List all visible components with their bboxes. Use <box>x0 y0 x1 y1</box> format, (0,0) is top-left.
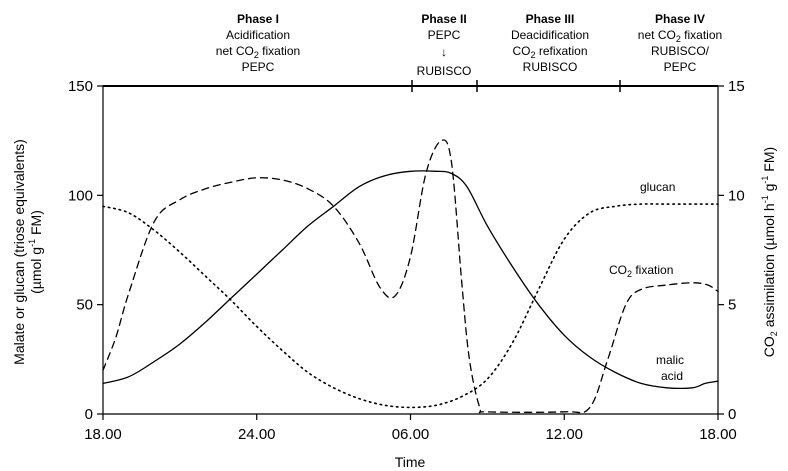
x-tick-label: 12.00 <box>545 426 583 443</box>
phase-3-label: Phase III Deacidification CO2 refixation… <box>511 12 589 74</box>
y-tick-label-right: 5 <box>728 297 736 314</box>
annotation-co2-fixation: CO2 fixation <box>609 263 673 279</box>
phase-1-line-3: PEPC <box>242 60 275 74</box>
plot-frame <box>102 80 719 415</box>
phase-1-line-2: net CO2 fixation <box>216 44 300 60</box>
phase-header: Phase I Acidification net CO2 fixation P… <box>216 12 722 78</box>
phase-4-line-1: net CO2 fixation <box>638 28 722 44</box>
phase-2-label: Phase II PEPC ↓ RUBISCO <box>417 12 472 78</box>
phase-1-name: Phase I <box>237 12 279 26</box>
y-axis-title-right: CO2 assimilation (µmol h-1 g-1 FM) <box>760 147 779 357</box>
axis-ticks: 18.00 24.00 06.00 12.00 18.00 0 50 100 150 0 5 10 15 <box>68 78 745 443</box>
y-axis-title-left-line-2: (µmol g-1 FM) <box>27 210 44 294</box>
phase-4-line-3: PEPC <box>664 60 697 74</box>
y-axis-title-left-line-1: Malate or glucan (triose equivalents) <box>11 139 27 365</box>
phase-3-line-2: CO2 refixation <box>512 44 587 60</box>
phase-1-line-1: Acidification <box>226 28 290 42</box>
annotation-malic-line-1: malic <box>656 353 684 367</box>
annotation-glucan: glucan <box>640 180 675 194</box>
x-axis-title: Time <box>395 454 426 470</box>
y-tick-label-left: 100 <box>68 187 93 204</box>
annotation-malic-line-2: acid <box>661 369 683 383</box>
phase-3-line-3: RUBISCO <box>523 60 578 74</box>
y-tick-label-left: 150 <box>68 78 93 95</box>
co-fixation-line <box>102 139 719 414</box>
phase-3-line-1: Deacidification <box>511 28 589 42</box>
x-tick-label: 24.00 <box>238 426 276 443</box>
y-axis-title-right-text: CO2 assimilation (µmol h-1 g-1 FM) <box>760 147 779 357</box>
y-tick-label-right: 0 <box>728 406 736 423</box>
y-tick-label-right: 10 <box>728 187 745 204</box>
x-tick-label: 06.00 <box>392 426 430 443</box>
phase-4-label: Phase IV net CO2 fixation RUBISCO/ PEPC <box>638 12 722 74</box>
phase-4-line-2: RUBISCO/ <box>651 44 710 58</box>
phase-3-name: Phase III <box>526 12 575 26</box>
glucan-line <box>102 203 719 409</box>
y-tick-label-left: 50 <box>76 297 93 314</box>
phase-2-line-1: PEPC <box>428 28 461 42</box>
phase-2-name: Phase II <box>421 12 466 26</box>
phase-2-arrow: ↓ <box>441 45 447 59</box>
phase-2-line-3: RUBISCO <box>417 64 472 78</box>
phase-4-name: Phase IV <box>655 12 705 26</box>
y-tick-label-right: 15 <box>728 78 745 95</box>
phase-1-label: Phase I Acidification net CO2 fixation P… <box>216 12 300 74</box>
x-tick-label: 18.00 <box>699 426 737 443</box>
x-tick-label: 18.00 <box>84 426 122 443</box>
data-series <box>102 139 719 414</box>
malic-acid-line <box>102 170 719 389</box>
y-axis-title-left: Malate or glucan (triose equivalents) (µ… <box>11 139 44 365</box>
y-tick-label-left: 0 <box>85 406 93 423</box>
